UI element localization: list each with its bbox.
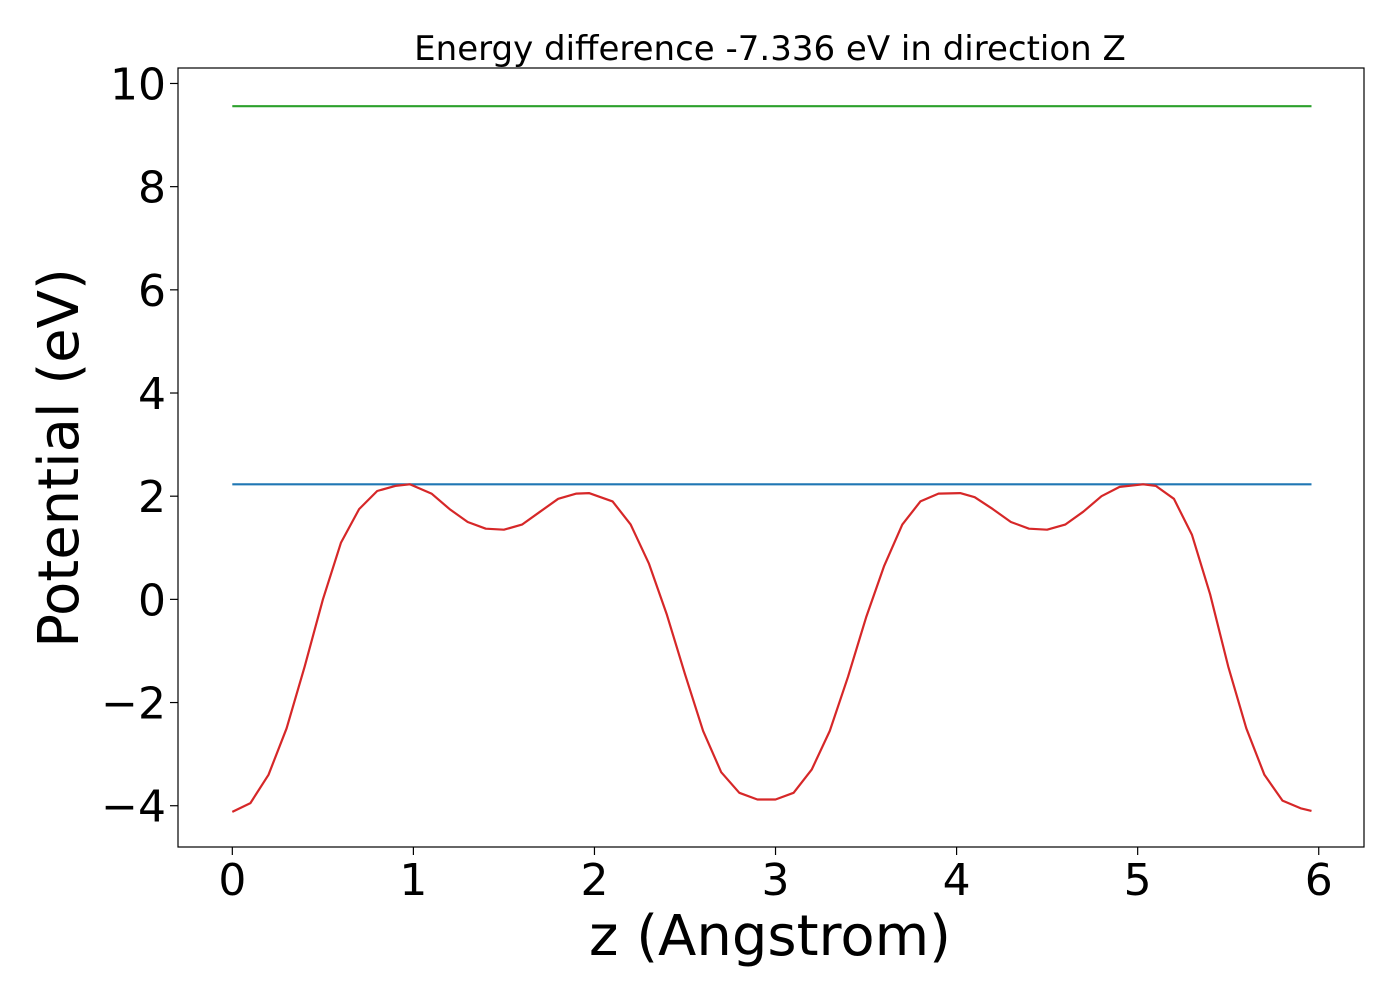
x-tick-label: 0: [218, 855, 246, 906]
series-line-2: [231, 483, 1312, 813]
x-tick-label: 3: [762, 855, 790, 906]
x-tick-label: 4: [943, 855, 971, 906]
y-tick-label: 8: [138, 163, 166, 214]
x-tick-label: 6: [1305, 855, 1333, 906]
x-tick-label: 1: [399, 855, 427, 906]
y-tick-label: 0: [138, 575, 166, 626]
y-tick-label: −4: [101, 782, 166, 833]
y-tick-label: 4: [138, 369, 166, 420]
x-axis: 0 1 2 3 4 5 6: [218, 847, 1333, 906]
x-tick-label: 2: [580, 855, 608, 906]
plot-area: [231, 105, 1312, 813]
plot-frame: [177, 67, 1365, 848]
y-tick-label: −2: [101, 679, 166, 730]
y-axis-label: Potential (eV): [27, 268, 92, 648]
y-tick-label: 6: [138, 266, 166, 317]
y-tick-label: 2: [138, 472, 166, 523]
y-tick-label: 10: [110, 59, 166, 110]
x-axis-label: z (Angstrom): [589, 904, 951, 969]
chart-title: Energy difference -7.336 eV in direction…: [414, 29, 1126, 69]
y-axis: −4 −2 0 2 4 6 8 10: [101, 59, 178, 833]
x-tick-label: 5: [1124, 855, 1152, 906]
